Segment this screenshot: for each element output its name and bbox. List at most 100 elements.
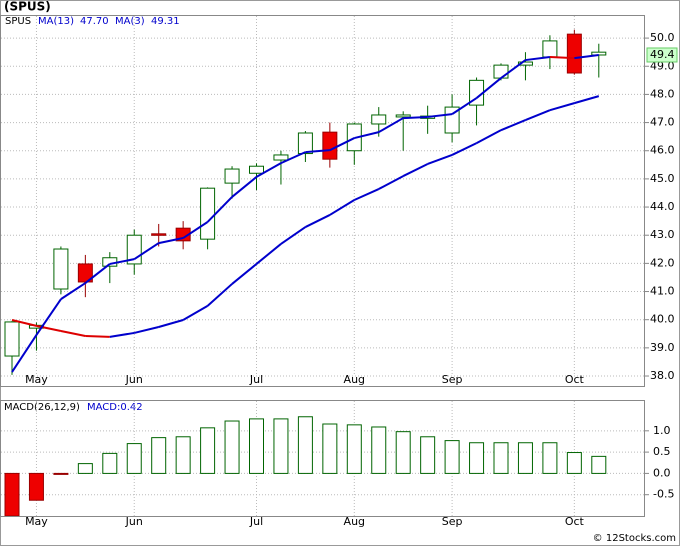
ma-segment	[256, 162, 282, 178]
ma-segment	[525, 55, 551, 62]
macd-bar	[200, 427, 216, 474]
ma-segment	[109, 258, 135, 265]
last-price-box	[646, 47, 678, 63]
macd-bar	[297, 416, 313, 474]
ma-segment	[158, 237, 184, 245]
ma-segment	[206, 283, 233, 307]
macd-bar	[420, 436, 436, 474]
legend-value: 49.31	[151, 16, 180, 27]
ma-segment	[280, 226, 306, 245]
ma-segment	[451, 142, 477, 156]
macd-panel	[0, 400, 645, 517]
ma-segment	[11, 319, 37, 327]
ma-segment	[451, 97, 478, 115]
ma-segment	[134, 326, 159, 334]
ma-segment	[476, 129, 502, 145]
x-tick-label: Sep	[442, 373, 463, 386]
y-tick-label: 41.0	[650, 285, 675, 298]
ma-segment	[280, 151, 306, 165]
x-tick-label: Jul	[249, 373, 263, 386]
macd-bar	[273, 418, 289, 474]
candle-body	[322, 131, 338, 160]
macd-bar	[224, 420, 240, 474]
macd-value: MACD:0.42	[87, 402, 143, 413]
ma-segment	[500, 59, 527, 79]
ma-segment	[11, 334, 38, 373]
ma-segment	[329, 199, 355, 216]
candle-body	[273, 154, 289, 161]
macd-bar	[566, 452, 582, 474]
candle-body	[566, 33, 582, 74]
macd-bar	[371, 426, 387, 474]
ma-segment	[231, 176, 258, 198]
ma-segment	[403, 115, 428, 120]
price-panel	[0, 15, 645, 387]
x-tick-label: May	[25, 515, 48, 528]
macd-bar	[542, 442, 558, 474]
candle-body	[542, 40, 558, 58]
x-tick-label: Sep	[442, 515, 463, 528]
ma-segment	[525, 109, 551, 121]
ma-segment	[206, 196, 233, 223]
macd-bar	[493, 442, 509, 474]
macd-bar	[517, 442, 533, 474]
legend-symbol: SPUS	[5, 16, 31, 27]
ma-segment	[158, 319, 184, 328]
macd-bar	[28, 472, 44, 501]
macd-bar	[444, 440, 460, 474]
ma-segment	[255, 243, 282, 265]
candle-body	[517, 61, 533, 66]
x-tick-label: Aug	[344, 373, 365, 386]
ma-segment	[402, 163, 429, 177]
y-tick-label: 1.0	[653, 424, 671, 437]
macd-bar	[102, 452, 118, 474]
ma-segment	[549, 55, 575, 60]
ma-segment	[304, 214, 331, 228]
macd-bar	[175, 436, 191, 474]
ma-segment	[378, 175, 404, 190]
ma-segment	[305, 149, 330, 154]
candle-body	[297, 132, 313, 155]
ma-segment	[182, 221, 209, 239]
ma-segment	[231, 263, 258, 285]
y-tick-label: 46.0	[650, 144, 675, 157]
candle-body	[493, 64, 509, 79]
y-tick-label: 0.5	[653, 445, 671, 458]
y-tick-label: 50.0	[650, 31, 675, 44]
ma-segment	[36, 324, 62, 332]
y-tick-label: 42.0	[650, 256, 675, 269]
ma-segment	[354, 131, 379, 140]
ma-segment	[574, 95, 600, 105]
ma-segment	[574, 53, 599, 60]
candle-body	[224, 168, 240, 184]
ma-segment	[353, 188, 380, 201]
macd-bar	[395, 431, 411, 474]
ma-segment	[475, 77, 502, 99]
y-tick-label: 43.0	[650, 228, 675, 241]
legend: SPUS MA(13) 47.70 MA(3) 49.31 MACD(26,12…	[4, 16, 180, 413]
y-tick-label: 40.0	[650, 313, 675, 326]
x-tick-label: Jun	[125, 373, 143, 386]
macd-bar	[346, 424, 362, 474]
macd-bar	[126, 443, 142, 474]
candle-body	[371, 114, 387, 125]
y-tick-label: 38.0	[650, 369, 675, 382]
macd-bars	[4, 416, 607, 516]
candle-body	[53, 248, 69, 290]
macd-bar	[249, 418, 264, 474]
macd-bar	[469, 442, 485, 474]
legend-entry: MA(3)	[115, 16, 145, 27]
y-tick-label: 48.0	[650, 87, 675, 100]
ma-segment	[35, 298, 62, 336]
ma-segment	[133, 242, 160, 260]
y-tick-label: 49.0	[650, 59, 675, 72]
ma-segment	[84, 263, 111, 284]
ma-segment	[500, 119, 526, 132]
candle-body	[151, 233, 167, 236]
candle-body	[249, 165, 264, 174]
ma-segment	[60, 329, 86, 338]
ma-segment	[109, 331, 135, 338]
y-tick-label: 45.0	[650, 172, 675, 185]
y-tick-label: 47.0	[650, 116, 675, 129]
